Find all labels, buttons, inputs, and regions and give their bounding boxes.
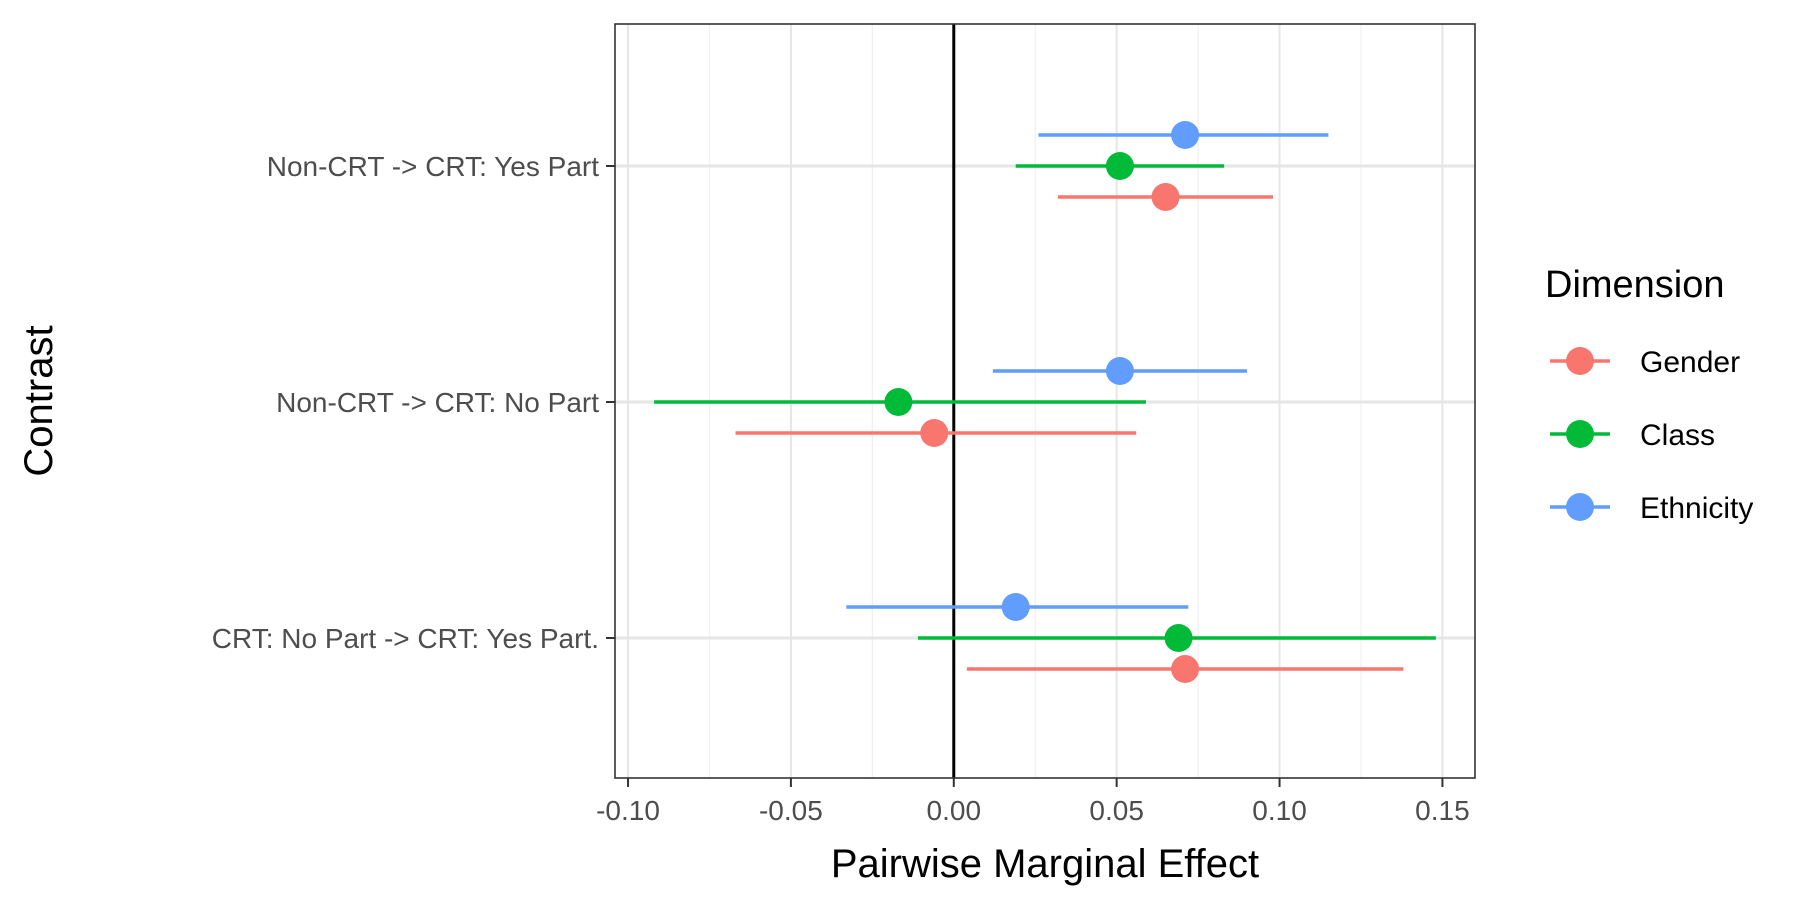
axes: -0.10 -0.05 0.00 0.05 0.10 0.15 Non-CRT -> CRT… [212, 151, 1470, 826]
gender-point [1171, 655, 1200, 683]
legend-key-class-point [1566, 420, 1594, 448]
class-point [1105, 152, 1134, 180]
y-tick-label: Non-CRT -> CRT: Yes Part [267, 151, 599, 182]
y-tick-label: Non-CRT -> CRT: No Part [276, 387, 599, 418]
legend-key-ethnicity-point [1566, 493, 1594, 521]
class-point [1164, 624, 1193, 652]
y-tick-label: CRT: No Part -> CRT: Yes Part. [212, 623, 599, 654]
legend: Dimension Gender Class Ethnicity [1545, 264, 1753, 525]
legend-label-gender: Gender [1640, 346, 1740, 379]
data-marks [654, 121, 1436, 683]
legend-title: Dimension [1545, 264, 1725, 306]
x-axis-title: Pairwise Marginal Effect [831, 842, 1259, 886]
x-tick-label: 0.15 [1415, 795, 1470, 826]
ethnicity-point [1001, 593, 1030, 621]
legend-label-ethnicity: Ethnicity [1640, 492, 1753, 525]
x-tick-label: 0.10 [1252, 795, 1307, 826]
x-tick-label: 0.00 [927, 795, 982, 826]
ethnicity-point [1105, 357, 1134, 385]
legend-key-gender-point [1566, 347, 1594, 375]
x-tick-label: -0.05 [759, 795, 823, 826]
x-tick-label: -0.10 [596, 795, 660, 826]
gender-point [1151, 183, 1180, 211]
ethnicity-point [1171, 121, 1200, 149]
x-tick-label: 0.05 [1089, 795, 1144, 826]
y-axis-title: Contrast [17, 325, 61, 476]
class-point [884, 388, 913, 416]
gender-point [920, 419, 949, 447]
legend-label-class: Class [1640, 419, 1715, 452]
